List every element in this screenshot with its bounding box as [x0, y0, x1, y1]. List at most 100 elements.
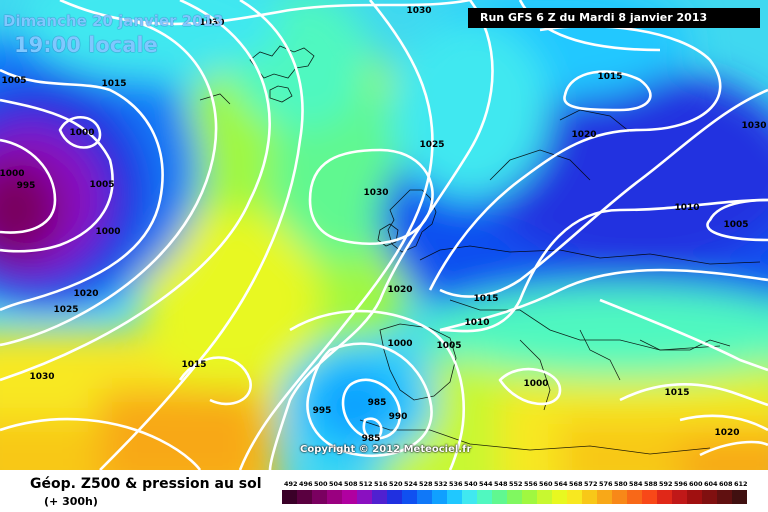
legend-swatch	[702, 490, 717, 504]
isobar-label: 1015	[181, 360, 206, 370]
legend-swatch	[282, 490, 297, 504]
isobar-label: 1030	[199, 18, 224, 28]
legend-swatch	[687, 490, 702, 504]
footer-subtitle: (+ 300h)	[44, 495, 98, 508]
legend-value: 496	[299, 480, 313, 488]
legend-value: 612	[734, 480, 748, 488]
legend-swatch	[447, 490, 462, 504]
color-legend: 492 496 500 504 508 512 516 520 524 528 532 536 540 5…	[282, 478, 750, 506]
legend-swatch	[417, 490, 432, 504]
forecast-time: 19:00 locale	[14, 33, 158, 57]
isobar-label: 1030	[29, 372, 54, 382]
isobar-label: 1020	[714, 428, 739, 438]
legend-value: 520	[389, 480, 403, 488]
legend-value: 504	[329, 480, 343, 488]
legend-value: 532	[434, 480, 448, 488]
legend-swatch	[372, 490, 387, 504]
legend-swatch	[402, 490, 417, 504]
legend-value: 512	[359, 480, 373, 488]
isobar-label: 1030	[406, 6, 431, 16]
isobar-label: 995	[313, 406, 332, 416]
isobar-labels: 1030 1005 1015 1000 995 1000 1005 1000 1…	[0, 6, 767, 444]
isobar-label: 1005	[89, 180, 114, 190]
footer-title: Géop. Z500 & pression au sol	[30, 476, 262, 492]
legend-value: 568	[569, 480, 583, 488]
legend-swatch	[642, 490, 657, 504]
legend-value: 540	[464, 480, 478, 488]
geopotential-field	[0, 0, 768, 470]
isobar-label: 1010	[464, 318, 489, 328]
legend-value: 500	[314, 480, 328, 488]
legend-value: 528	[419, 480, 433, 488]
isobar-label: 985	[362, 434, 381, 444]
legend-swatch	[552, 490, 567, 504]
legend-swatch	[462, 490, 477, 504]
legend-swatch	[432, 490, 447, 504]
legend-value: 560	[539, 480, 553, 488]
isobar-label: 1000	[523, 379, 548, 389]
isobar-label: 1000	[69, 128, 94, 138]
isobar-label: 1010	[674, 203, 699, 213]
legend-value: 524	[404, 480, 418, 488]
legend-swatch	[582, 490, 597, 504]
isobar-label: 1015	[597, 72, 622, 82]
isobar-label: 1020	[387, 285, 412, 295]
legend-swatch	[297, 490, 312, 504]
legend-value: 584	[629, 480, 643, 488]
forecast-date: Dimanche 20 janvier 2013	[3, 12, 224, 30]
legend-value: 536	[449, 480, 463, 488]
isobar-label: 1000	[0, 169, 25, 179]
legend-swatch	[672, 490, 687, 504]
isobar-label: 1015	[664, 388, 689, 398]
isobar-label: 995	[17, 181, 36, 191]
legend-value: 604	[704, 480, 718, 488]
legend-swatch	[612, 490, 627, 504]
isobar-label: 1015	[101, 79, 126, 89]
legend-swatch	[477, 490, 492, 504]
copyright: Copyright © 2012 Meteociel.fr	[300, 444, 472, 455]
legend-value: 516	[374, 480, 388, 488]
isobar-label: 1015	[473, 294, 498, 304]
legend-swatch	[627, 490, 642, 504]
isobar-label: 990	[389, 412, 408, 422]
isobar-label: 1025	[53, 305, 78, 315]
legend-value: 580	[614, 480, 628, 488]
legend-value: 600	[689, 480, 703, 488]
legend-value: 508	[344, 480, 358, 488]
legend-value: 572	[584, 480, 598, 488]
isobar-label: 1005	[436, 341, 461, 351]
isobar-label: 1005	[1, 76, 26, 86]
isobar-label: 1030	[741, 121, 766, 131]
isobar-label: 1020	[571, 130, 596, 140]
legend-value: 576	[599, 480, 613, 488]
legend-swatch	[732, 490, 747, 504]
run-banner: Run GFS 6 Z du Mardi 8 janvier 2013	[468, 8, 760, 28]
legend-swatch	[522, 490, 537, 504]
isobar-label: 985	[368, 398, 387, 408]
legend-swatch	[657, 490, 672, 504]
isobar-label: 1020	[73, 289, 98, 299]
legend-value: 548	[494, 480, 508, 488]
isobar-label: 1025	[419, 140, 444, 150]
legend-swatch	[492, 490, 507, 504]
legend-value: 492	[284, 480, 298, 488]
legend-swatch	[327, 490, 342, 504]
legend-swatch	[537, 490, 552, 504]
legend-swatch	[387, 490, 402, 504]
isobar-label: 1000	[387, 339, 412, 349]
legend-value: 544	[479, 480, 493, 488]
legend-swatch	[567, 490, 582, 504]
isobar-label: 1005	[723, 220, 748, 230]
legend-value: 552	[509, 480, 523, 488]
legend-swatch	[717, 490, 732, 504]
isobars	[0, 0, 768, 470]
weather-map: 1030 1005 1015 1000 995 1000 1005 1000 1…	[0, 0, 768, 470]
legend-value: 608	[719, 480, 733, 488]
legend-value: 564	[554, 480, 568, 488]
legend-swatch	[597, 490, 612, 504]
legend-swatch	[312, 490, 327, 504]
legend-value: 596	[674, 480, 688, 488]
legend-swatch	[342, 490, 357, 504]
legend-swatch	[507, 490, 522, 504]
isobar-label: 1000	[95, 227, 120, 237]
